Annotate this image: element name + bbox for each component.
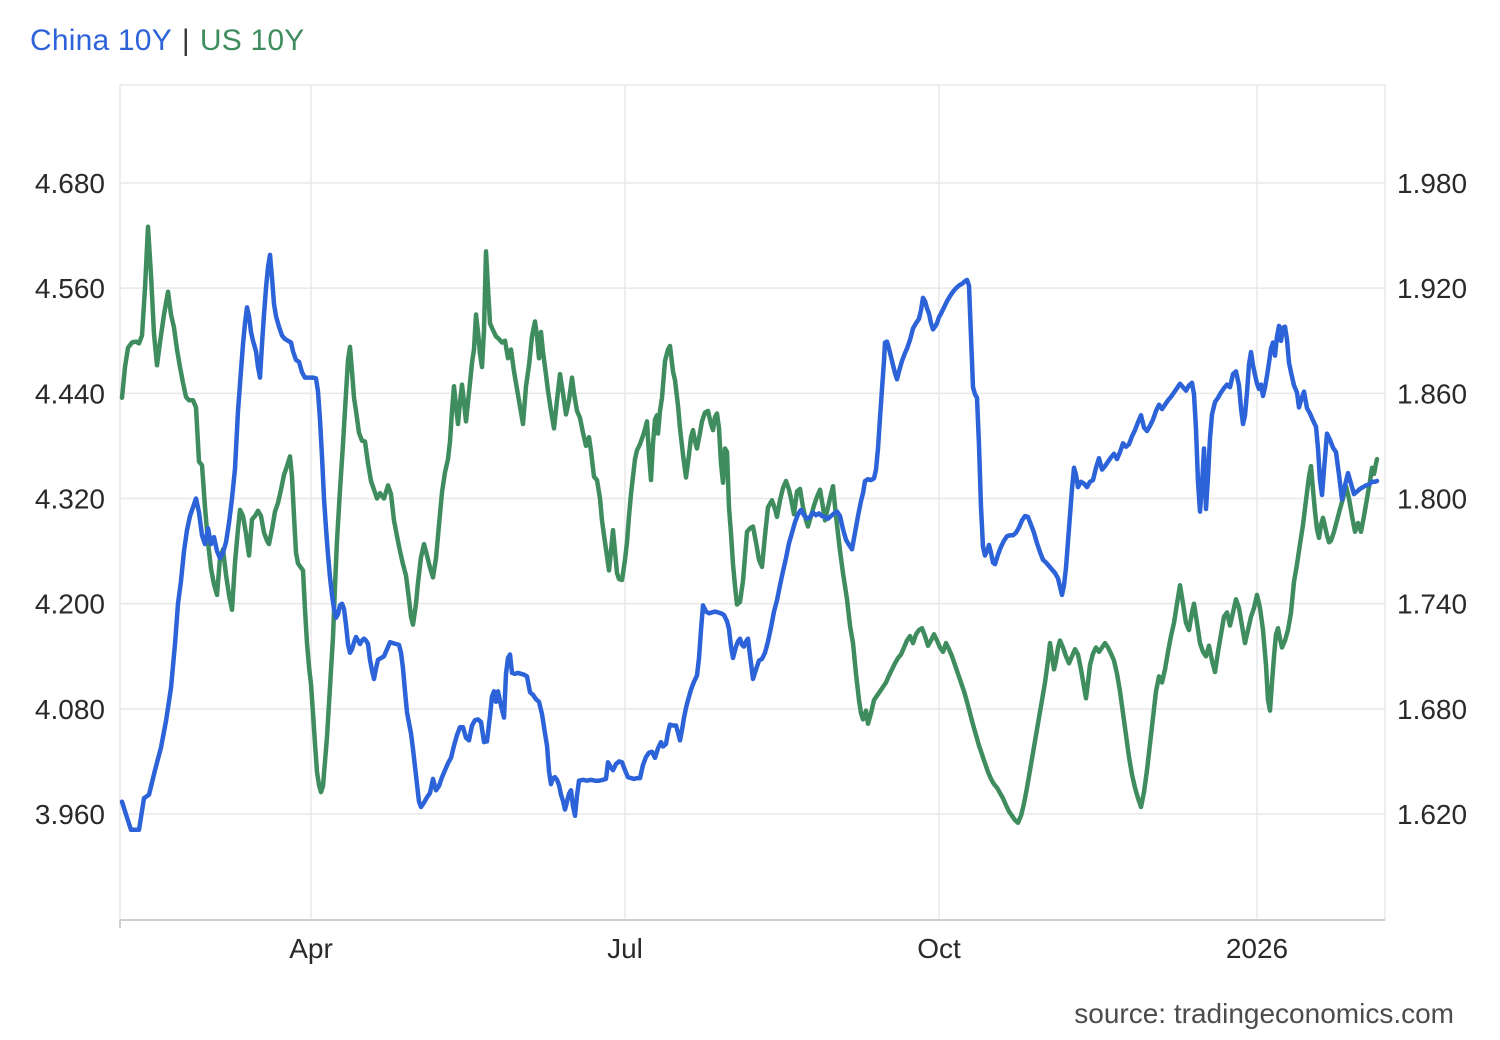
y-tick-right: 1.740 <box>1397 589 1467 620</box>
y-tick-left: 4.320 <box>35 484 105 515</box>
legend-separator: | <box>181 24 190 57</box>
y-tick-right: 1.860 <box>1397 378 1467 409</box>
y-tick-left: 4.680 <box>35 168 105 199</box>
gridlines <box>120 85 1385 920</box>
x-tick: 2026 <box>1226 933 1288 964</box>
x-tick: Oct <box>917 933 961 964</box>
y-tick-left: 4.080 <box>35 694 105 725</box>
chart-legend: China 10Y | US 10Y <box>30 24 305 58</box>
y-tick-left: 4.440 <box>35 378 105 409</box>
x-tick: Apr <box>289 933 333 964</box>
plot-frame <box>119 84 1386 921</box>
y-tick-right: 1.800 <box>1397 484 1467 515</box>
y-tick-right: 1.920 <box>1397 273 1467 304</box>
y-tick-right: 1.620 <box>1397 799 1467 830</box>
y-tick-left: 4.200 <box>35 589 105 620</box>
y-tick-left: 4.560 <box>35 273 105 304</box>
source-credit: source: tradingeconomics.com <box>1074 998 1454 1029</box>
x-tick: Jul <box>607 933 643 964</box>
legend-item-us-10y[interactable]: US 10Y <box>199 24 305 57</box>
us-10y-line[interactable] <box>119 224 1380 826</box>
china-10y-line[interactable] <box>119 252 1380 833</box>
y-tick-right: 1.980 <box>1397 168 1467 199</box>
y-tick-left: 3.960 <box>35 799 105 830</box>
legend-item-china-10y[interactable]: China 10Y <box>30 24 172 57</box>
y-tick-right: 1.680 <box>1397 694 1467 725</box>
